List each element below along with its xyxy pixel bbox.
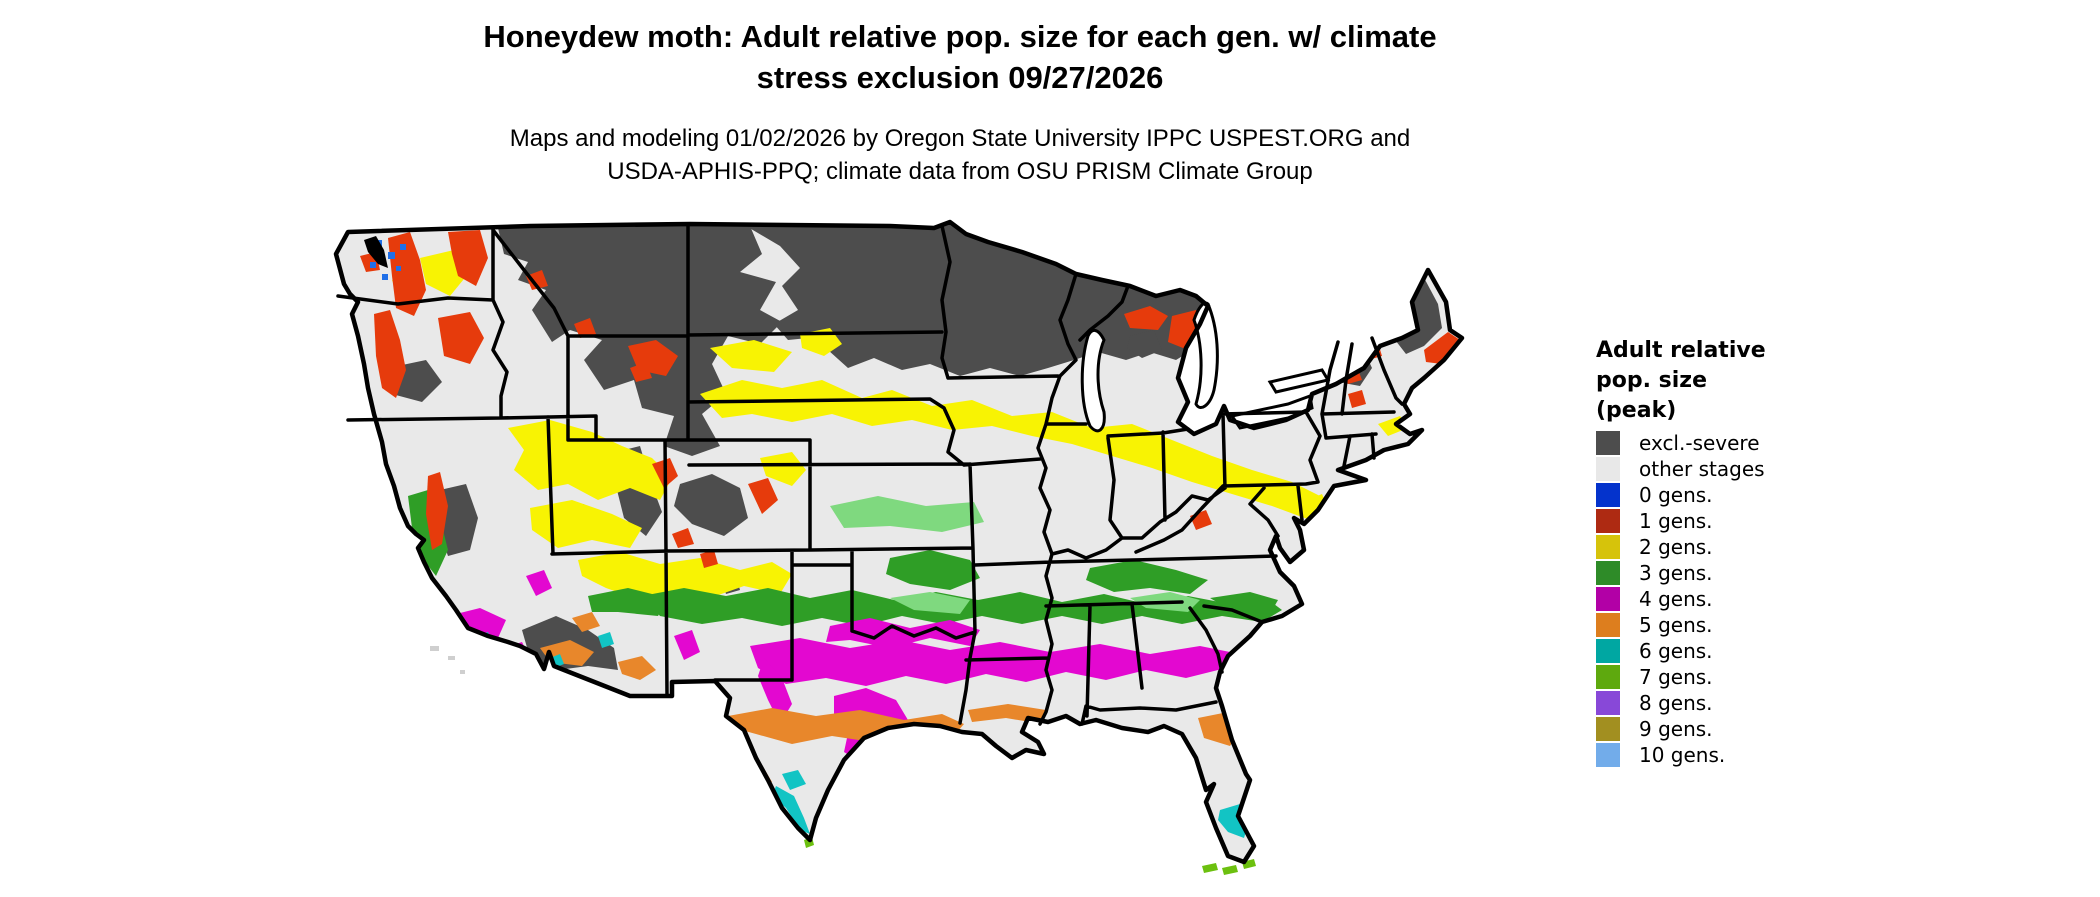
legend-item: 9 gens. [1596,716,1896,742]
data-layers [360,222,1460,838]
layer-4-gens [448,570,1286,762]
legend-title: Adult relative pop. size (peak) [1596,336,1896,426]
legend-item-label: 8 gens. [1639,691,1713,715]
legend-swatch [1596,561,1620,585]
legend-swatch [1596,691,1620,715]
map-title-line2: stress exclusion 09/27/2026 [756,60,1164,95]
legend-item: 5 gens. [1596,612,1896,638]
legend-swatch [1596,457,1620,481]
legend-item: 6 gens. [1596,638,1896,664]
legend-title-line2: pop. size [1596,368,1707,393]
legend-item-label: 4 gens. [1639,587,1713,611]
legend-item-label: 9 gens. [1639,717,1713,741]
legend-title-line1: Adult relative [1596,338,1766,363]
legend-item-label: 10 gens. [1639,743,1726,767]
legend-swatch [1596,431,1620,455]
legend-swatch [1596,483,1620,507]
map-subtitle-line2: USDA-APHIS-PPQ; climate data from OSU PR… [607,158,1313,185]
legend-swatch [1596,665,1620,689]
us-map-container [330,218,1470,892]
legend-item-label: 5 gens. [1639,613,1713,637]
legend-item: 8 gens. [1596,690,1896,716]
legend-item-label: 6 gens. [1639,639,1713,663]
legend-item-label: excl.-severe [1639,431,1760,455]
legend-item: excl.-severe [1596,430,1896,456]
legend-item-label: 2 gens. [1639,535,1713,559]
layer-7-gens-keys [804,837,1256,875]
legend-item-label: other stages [1639,457,1765,481]
legend-items: excl.-severe other stages 0 gens. 1 gens… [1596,430,1896,768]
legend-swatch [1596,613,1620,637]
lake-huron [1192,301,1219,409]
legend-item: 1 gens. [1596,508,1896,534]
legend-swatch [1596,639,1620,663]
legend: Adult relative pop. size (peak) excl.-se… [1596,336,1896,768]
legend-item: 4 gens. [1596,586,1896,612]
great-lakes [1080,301,1331,433]
map-subtitle-line1: Maps and modeling 01/02/2026 by Oregon S… [509,125,1411,152]
channel-islands [430,646,465,674]
layer-3-gens-light [830,496,1200,614]
legend-item: 2 gens. [1596,534,1896,560]
legend-item: 10 gens. [1596,742,1896,768]
legend-swatch [1596,717,1620,741]
state-borders [336,224,1404,726]
us-map [330,218,1470,875]
legend-item-label: 1 gens. [1639,509,1713,533]
legend-item-label: 7 gens. [1639,665,1713,689]
legend-item-label: 3 gens. [1639,561,1713,585]
legend-item: 0 gens. [1596,482,1896,508]
legend-item: other stages [1596,456,1896,482]
map-title-line1: Honeydew moth: Adult relative pop. size … [483,19,1437,54]
legend-title-line3: (peak) [1596,398,1677,423]
legend-item: 7 gens. [1596,664,1896,690]
legend-swatch [1596,509,1620,533]
legend-item-label: 0 gens. [1639,483,1713,507]
legend-swatch [1596,743,1620,767]
map-title: Honeydew moth: Adult relative pop. size … [330,16,1590,98]
map-subtitle: Maps and modeling 01/02/2026 by Oregon S… [330,122,1590,188]
legend-swatch [1596,535,1620,559]
legend-swatch [1596,587,1620,611]
puget-sound [364,236,388,268]
lake-michigan [1080,329,1106,433]
legend-item: 3 gens. [1596,560,1896,586]
